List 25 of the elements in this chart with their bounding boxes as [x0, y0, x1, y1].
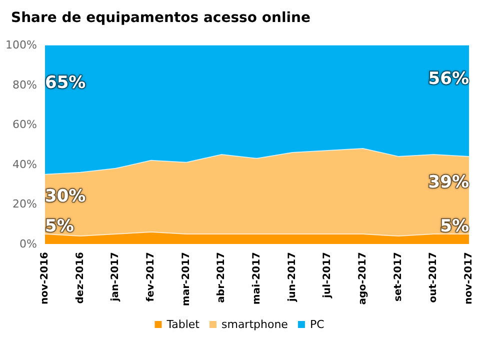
legend-label: smartphone: [222, 318, 288, 331]
y-tick-label: 100%: [6, 38, 37, 52]
x-tick-label: jul-2017: [322, 252, 334, 299]
x-tick-label: out-2017: [428, 252, 440, 303]
legend-label: Tablet: [166, 318, 200, 331]
data-label: 65%: [45, 72, 86, 93]
x-tick-label: mar-2017: [180, 252, 192, 306]
y-tick-label: 20%: [12, 198, 37, 211]
x-tick-label: jun-2017: [286, 252, 298, 303]
x-tick-label: nov-2016: [40, 252, 50, 304]
x-tick-label: jan-2017: [110, 252, 122, 302]
y-tick-label: 40%: [12, 158, 37, 171]
x-tick-label: fev-2017: [146, 252, 156, 302]
x-tick-label: abr-2017: [216, 252, 228, 303]
x-tick-label: dez-2016: [74, 252, 86, 304]
legend-label: PC: [310, 318, 325, 331]
x-tick-label: ago-2017: [358, 252, 368, 305]
chart-title: Share de equipamentos acesso online: [11, 10, 311, 26]
x-tick-label: set-2017: [392, 252, 404, 302]
y-tick-label: 80%: [12, 78, 37, 92]
x-tick-label: nov-2017: [464, 252, 474, 304]
y-tick-label: 60%: [12, 118, 37, 132]
data-label: 56%: [428, 68, 469, 89]
y-tick-label: 0%: [20, 238, 37, 250]
x-tick-label: mai-2017: [252, 252, 262, 305]
